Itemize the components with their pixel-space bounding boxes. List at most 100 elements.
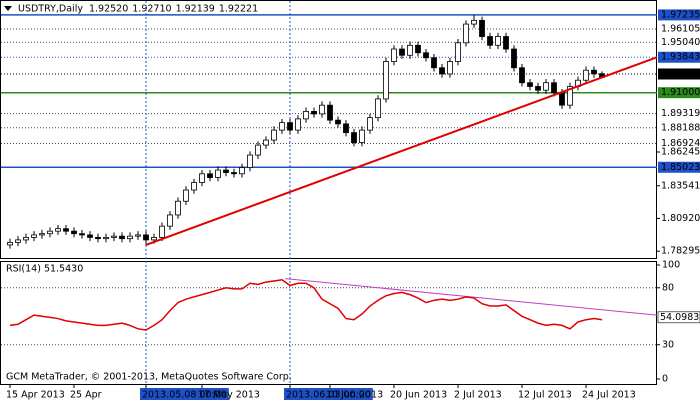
level-label: 1.93843 [661, 52, 700, 63]
candle-body [127, 235, 133, 240]
candle-body [239, 167, 245, 175]
candle-body [135, 234, 141, 237]
level-label-box [658, 161, 700, 173]
candle-body [311, 111, 317, 115]
level-label: 1.86924 [661, 138, 700, 149]
candle-body [7, 242, 13, 246]
candle-body [255, 144, 261, 156]
x-tick-label: 2 Jul 2013 [454, 390, 502, 401]
footer: GCM MetaTrader, © 2001-2013, MetaQuotes … [6, 372, 292, 383]
candle-body [287, 122, 293, 131]
candle-body [15, 239, 21, 243]
candle-body [39, 233, 45, 236]
level-label: 1.91000 [661, 87, 700, 98]
chart-title: USDTRY,Daily [18, 4, 83, 15]
candle-body [95, 237, 101, 240]
candle-body [279, 122, 285, 131]
x-tick-label: 24 Jul 2013 [582, 390, 636, 401]
x-tick-label: 2013.06.03 00:00 [286, 390, 371, 401]
candle-body [519, 67, 525, 84]
candle-body [479, 19, 485, 37]
level-label: 1.88188 [661, 122, 700, 133]
candle-body [471, 19, 477, 25]
candle-body [543, 82, 549, 91]
trend-line [145, 56, 658, 246]
candle-body [23, 237, 29, 241]
title-value: 1.92710 [132, 4, 171, 15]
level-label: 1.97235 [661, 9, 700, 20]
menu-icon[interactable] [4, 6, 12, 11]
candle-body [63, 228, 69, 232]
x-label-highlight [284, 388, 373, 400]
candle-body [71, 230, 77, 235]
x-tick-label: 10 Jun 2013 [326, 390, 383, 401]
candle-body [327, 104, 333, 121]
candle-body [447, 61, 453, 75]
candle-body [79, 233, 85, 236]
level-label-box [658, 87, 700, 99]
candle-body [527, 82, 533, 87]
candle-body [199, 173, 205, 183]
candle-body [335, 119, 341, 125]
level-label: 1.89319 [661, 108, 700, 119]
candle-body [431, 57, 437, 69]
y-tick-label: 80 [662, 282, 674, 293]
candle-body [351, 132, 357, 143]
y-tick-label: 1.83541 [661, 180, 700, 191]
title-value: 1.92139 [176, 4, 215, 15]
candle-body [407, 44, 413, 56]
candle-body [455, 42, 461, 62]
y-tick-label: 1.78295 [661, 246, 700, 257]
candle-body [567, 86, 573, 106]
candle-body [367, 117, 373, 131]
candle-body [247, 154, 253, 168]
candle-body [295, 118, 301, 131]
candle-body [143, 234, 149, 241]
candle-body [223, 169, 229, 173]
candle-body [103, 237, 109, 240]
x-tick-label: 17 May 2013 [198, 390, 260, 401]
level-label: 1.85023 [661, 162, 700, 173]
candle-body [87, 234, 93, 238]
x-tick-label: 20 Jun 2013 [390, 390, 447, 401]
candle-body [191, 182, 197, 191]
x-tick-label: 25 Apr [70, 390, 102, 401]
candle-body [511, 48, 517, 69]
candle-body [495, 36, 501, 46]
candle-body [231, 172, 237, 175]
candle-body [383, 61, 389, 100]
y-tick-label: 1.86245 [661, 147, 700, 158]
candle-body [303, 111, 309, 120]
title-value: 1.92221 [219, 4, 258, 15]
level-label-box [658, 9, 700, 21]
candle-body [463, 23, 469, 44]
x-tick-label: 2013.05.08 00:00 [142, 390, 227, 401]
y-tick-label: 100 [662, 259, 680, 270]
candle-body [175, 200, 181, 216]
main-pane [0, 0, 657, 259]
candle-body [183, 189, 189, 202]
y-tick-label: 30 [662, 339, 674, 350]
candle-body [47, 230, 53, 235]
candle-body [343, 123, 349, 134]
candle-body [535, 86, 541, 91]
candle-body [207, 173, 213, 178]
candle-body [415, 44, 421, 54]
candle-body [167, 214, 173, 227]
candle-body [159, 225, 165, 238]
value-marker-label: 54.09836 [660, 312, 700, 323]
level-label-box [658, 68, 700, 80]
candle-body [503, 36, 509, 50]
candle-body [319, 104, 325, 115]
x-tick-label: 12 Jul 2013 [518, 390, 572, 401]
candle-body [55, 228, 61, 232]
y-tick-label: 1.80920 [661, 213, 700, 224]
candle-body [263, 139, 269, 146]
rsi-title: RSI(14) 51.5430 [6, 264, 83, 275]
value-marker-box [657, 311, 700, 324]
candle-body [119, 235, 125, 240]
candle-body [551, 82, 557, 94]
level-label: 1.92500 [661, 68, 700, 79]
